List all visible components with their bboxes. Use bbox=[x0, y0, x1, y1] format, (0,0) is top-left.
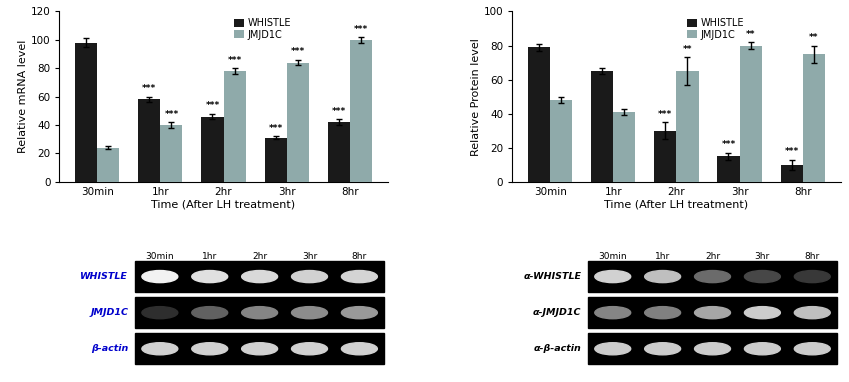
Bar bbox=[328, 122, 350, 182]
Text: 2hr: 2hr bbox=[705, 252, 720, 261]
Ellipse shape bbox=[291, 270, 328, 283]
Text: 30min: 30min bbox=[599, 252, 627, 261]
Text: ***: *** bbox=[290, 47, 305, 56]
Bar bbox=[160, 125, 183, 182]
Bar bbox=[613, 112, 635, 182]
Bar bbox=[780, 165, 802, 182]
Ellipse shape bbox=[192, 307, 228, 319]
Ellipse shape bbox=[694, 343, 730, 355]
Ellipse shape bbox=[242, 307, 278, 319]
Ellipse shape bbox=[341, 270, 377, 283]
Ellipse shape bbox=[192, 343, 228, 355]
Legend: WHISTLE, JMJD1C: WHISTLE, JMJD1C bbox=[685, 16, 746, 42]
Ellipse shape bbox=[595, 307, 631, 319]
Ellipse shape bbox=[192, 270, 228, 283]
Text: 3hr: 3hr bbox=[302, 252, 318, 261]
Bar bbox=[588, 297, 837, 328]
Text: ***: *** bbox=[268, 124, 283, 133]
Bar bbox=[802, 54, 824, 182]
Bar bbox=[588, 261, 837, 292]
Text: JMJD1C: JMJD1C bbox=[90, 308, 128, 317]
Text: **: ** bbox=[809, 33, 818, 42]
Ellipse shape bbox=[694, 307, 730, 319]
Text: ***: *** bbox=[658, 110, 672, 119]
Ellipse shape bbox=[341, 343, 377, 355]
Bar bbox=[591, 71, 613, 182]
Ellipse shape bbox=[291, 343, 328, 355]
Ellipse shape bbox=[644, 270, 681, 283]
Text: 8hr: 8hr bbox=[805, 252, 820, 261]
Ellipse shape bbox=[341, 307, 377, 319]
Ellipse shape bbox=[291, 307, 328, 319]
Ellipse shape bbox=[142, 307, 177, 319]
Text: **: ** bbox=[683, 45, 692, 54]
Text: WHISTLE: WHISTLE bbox=[81, 272, 128, 281]
Bar bbox=[550, 100, 572, 182]
Bar bbox=[138, 99, 160, 182]
Text: β-actin: β-actin bbox=[91, 344, 128, 353]
Text: ***: *** bbox=[205, 101, 220, 110]
Bar bbox=[135, 333, 385, 364]
Text: ***: *** bbox=[228, 56, 242, 65]
Ellipse shape bbox=[795, 270, 830, 283]
Ellipse shape bbox=[595, 343, 631, 355]
Bar bbox=[350, 40, 372, 182]
Ellipse shape bbox=[644, 307, 681, 319]
Text: ***: *** bbox=[722, 141, 735, 149]
Ellipse shape bbox=[795, 307, 830, 319]
Text: α-β-actin: α-β-actin bbox=[533, 344, 582, 353]
Bar bbox=[201, 117, 223, 182]
Bar bbox=[98, 148, 120, 182]
Ellipse shape bbox=[694, 270, 730, 283]
Bar bbox=[135, 297, 385, 328]
X-axis label: Time (After LH treatment): Time (After LH treatment) bbox=[604, 199, 749, 209]
Text: 3hr: 3hr bbox=[755, 252, 770, 261]
Ellipse shape bbox=[745, 343, 780, 355]
Text: 2hr: 2hr bbox=[252, 252, 267, 261]
Legend: WHISTLE, JMJD1C: WHISTLE, JMJD1C bbox=[233, 16, 294, 42]
Bar bbox=[588, 333, 837, 364]
Bar bbox=[135, 261, 385, 292]
Text: 30min: 30min bbox=[145, 252, 174, 261]
Bar bbox=[223, 71, 245, 182]
Bar bbox=[717, 156, 739, 182]
Text: ***: *** bbox=[784, 147, 799, 156]
Bar bbox=[287, 63, 309, 182]
Ellipse shape bbox=[644, 343, 681, 355]
Text: ***: *** bbox=[143, 84, 156, 93]
Ellipse shape bbox=[745, 270, 780, 283]
Bar bbox=[528, 47, 550, 182]
Ellipse shape bbox=[595, 270, 631, 283]
Text: α-WHISTLE: α-WHISTLE bbox=[523, 272, 582, 281]
Y-axis label: Relative Protein level: Relative Protein level bbox=[471, 38, 481, 155]
Text: **: ** bbox=[745, 30, 756, 39]
Text: 1hr: 1hr bbox=[202, 252, 217, 261]
Ellipse shape bbox=[142, 270, 177, 283]
Text: ***: *** bbox=[165, 110, 178, 119]
Text: 1hr: 1hr bbox=[655, 252, 670, 261]
Text: ***: *** bbox=[354, 24, 368, 34]
Bar bbox=[739, 45, 762, 182]
Text: 8hr: 8hr bbox=[351, 252, 367, 261]
Y-axis label: Relative mRNA level: Relative mRNA level bbox=[18, 40, 28, 153]
Bar bbox=[76, 43, 98, 182]
X-axis label: Time (After LH treatment): Time (After LH treatment) bbox=[151, 199, 295, 209]
Ellipse shape bbox=[242, 343, 278, 355]
Ellipse shape bbox=[242, 270, 278, 283]
Ellipse shape bbox=[142, 343, 177, 355]
Text: ***: *** bbox=[332, 107, 346, 116]
Bar bbox=[677, 71, 699, 182]
Bar bbox=[265, 138, 287, 182]
Bar bbox=[655, 131, 677, 182]
Ellipse shape bbox=[795, 343, 830, 355]
Text: α-JMJD1C: α-JMJD1C bbox=[532, 308, 582, 317]
Ellipse shape bbox=[745, 307, 780, 319]
